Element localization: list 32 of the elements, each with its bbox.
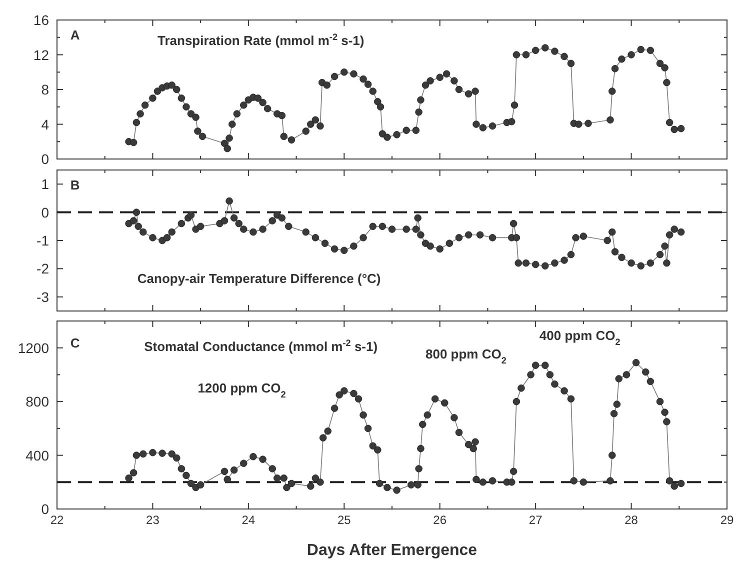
y-tick-label: 400 (26, 447, 50, 464)
text: Transpiration Rate (mmol m$^{-2}$ s-1) (158, 32, 364, 48)
x-tick-label: 23 (146, 513, 160, 527)
y-tick-label: 16 (33, 12, 50, 28)
text: Canopy-air Temperature Difference (°C) (137, 270, 381, 286)
annotation: A (70, 27, 80, 42)
y-tick-label: 8 (41, 82, 50, 98)
x-tick-label: 27 (528, 513, 543, 527)
x-tick-label: 22 (50, 513, 64, 527)
y-tick-label: -1 (36, 232, 50, 248)
x-tick-label: 29 (720, 513, 734, 527)
y-tick-label: 0 (41, 501, 50, 517)
annotation: 400 ppm CO$_{2}$ (539, 328, 620, 347)
annotation: C (70, 335, 80, 350)
text: Stomatal Conductance (mmol m$^{-2}$ s-1) (144, 338, 378, 354)
y-tick-label: -3 (36, 288, 50, 305)
x-tick-label: 25 (337, 513, 352, 527)
y-tick-label: 1200 (18, 340, 50, 356)
y-tick-label: 1 (41, 176, 50, 192)
x-axis-title: Days After Emergence (306, 542, 478, 559)
y-tick-label: 0 (41, 204, 50, 220)
x-tick-label: 28 (624, 513, 638, 527)
y-tick-label: 4 (41, 116, 50, 132)
y-tick-label: -2 (36, 260, 50, 277)
annotation: 800 ppm CO$_{2}$ (426, 346, 506, 366)
y-tick-label: 0 (41, 151, 50, 167)
y-tick-label: 800 (26, 394, 50, 410)
y-tick-label: 12 (33, 46, 50, 63)
x-tick-label: 26 (433, 513, 447, 527)
x-tick-label: 24 (242, 513, 256, 527)
annotation: 1200 ppm CO$_{2}$ (198, 380, 286, 400)
annotation: B (70, 178, 80, 193)
